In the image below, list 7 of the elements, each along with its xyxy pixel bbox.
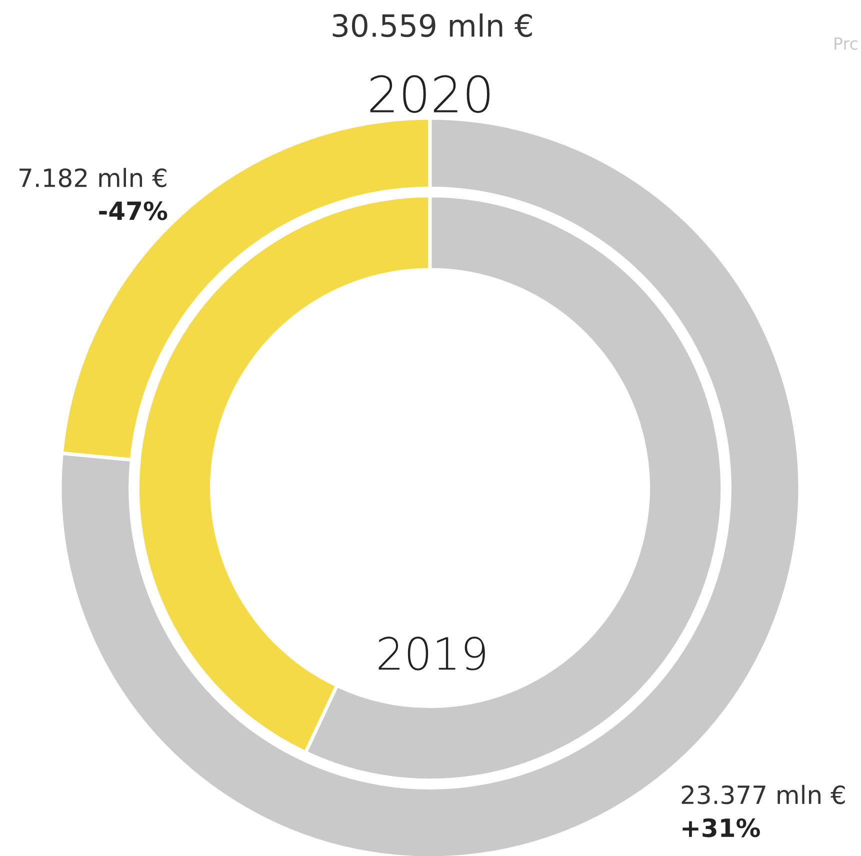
text: +31% [682,818,760,838]
text: -47% [99,201,168,220]
data-label: 23.377 mln € [682,784,845,804]
data-label: 7.182 mln € [20,168,166,188]
slice-label: 2019 [378,636,485,670]
slice-label: 2020 [370,75,490,113]
chart-subtitle: 30.559 mln € [332,13,532,38]
